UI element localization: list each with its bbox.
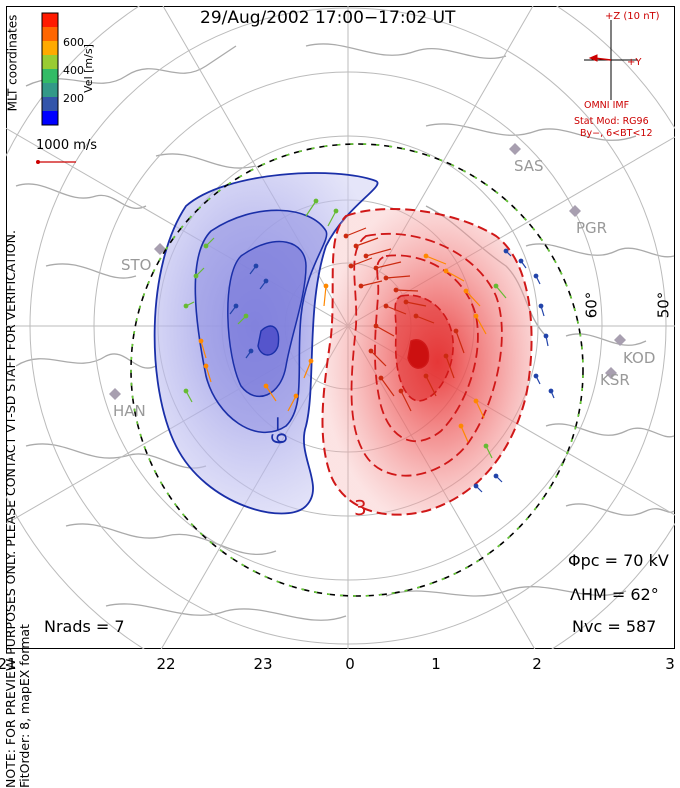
radar-count: Nrads = 7: [44, 617, 125, 636]
velocity-colorbar: [41, 12, 59, 126]
mlt-tick: 2: [532, 655, 542, 673]
mlt-tick: 0: [345, 655, 355, 673]
station-label-sas: SAS: [514, 157, 544, 175]
convection-map: [6, 6, 675, 649]
mlt-tick: 23: [253, 655, 273, 673]
mlt-tick: 1: [431, 655, 441, 673]
velocity-vectors: [183, 198, 555, 493]
plot-frame: [6, 6, 675, 649]
dusk-potential-label: −9: [266, 415, 291, 445]
vector-count: Nvc = 587: [572, 617, 657, 636]
station-label-pgr: PGR: [576, 219, 608, 237]
station-label-han: HAN: [113, 402, 146, 420]
coords-label: MLT coordinates: [5, 14, 20, 112]
dawn-convection-cell: [321, 207, 533, 516]
station-label-sto: STO: [121, 256, 152, 274]
colorbar-tick: 600: [63, 36, 84, 49]
latitude-label-60: 60°: [582, 291, 601, 319]
scale-vector-label: 1000 m/s: [36, 138, 98, 153]
preview-note-line: NOTE: FOR PREVIEW PURPOSES ONLY. PLEASE …: [3, 230, 18, 788]
imf-clock: [584, 20, 638, 100]
imf-source: OMNI IMF: [584, 100, 630, 111]
latitude-label-50: 50°: [654, 291, 673, 319]
colorbar-label: Vel [m/s]: [81, 44, 95, 93]
map-title: 29/Aug/2002 17:00−17:02 UT: [200, 8, 456, 28]
station-label-kod: KOD: [623, 349, 656, 367]
colorbar-tick: 400: [63, 64, 84, 77]
fit-order-line: FitOrder: 8, mapEX format: [17, 624, 32, 788]
dusk-convection-cell: [153, 172, 379, 515]
colorbar-tick: 200: [63, 92, 84, 105]
preview-note: NOTE: FOR PREVIEW PURPOSES ONLY. PLEASE …: [3, 168, 32, 788]
mlt-tick: 22: [156, 655, 176, 673]
mlt-tick: 3: [665, 655, 675, 673]
scale-vector: [36, 160, 76, 164]
imf-model: Stat Mod: RG96: [574, 116, 649, 127]
hm-boundary-latitude: ΛHM = 62°: [570, 585, 659, 604]
dawn-potential-label: 3: [354, 496, 367, 520]
imf-z-label: +Z (10 nT): [605, 11, 660, 22]
imf-y-label: +Y: [627, 57, 642, 68]
mlt-tick: 21: [0, 655, 17, 673]
imf-condition: By−, 6<BT<12: [580, 128, 653, 139]
hm-boundary-points: [130, 143, 584, 597]
cross-polar-potential: Φpc = 70 kV: [568, 551, 669, 570]
station-label-ksr: KSR: [600, 371, 630, 389]
station-markers: [109, 143, 626, 400]
